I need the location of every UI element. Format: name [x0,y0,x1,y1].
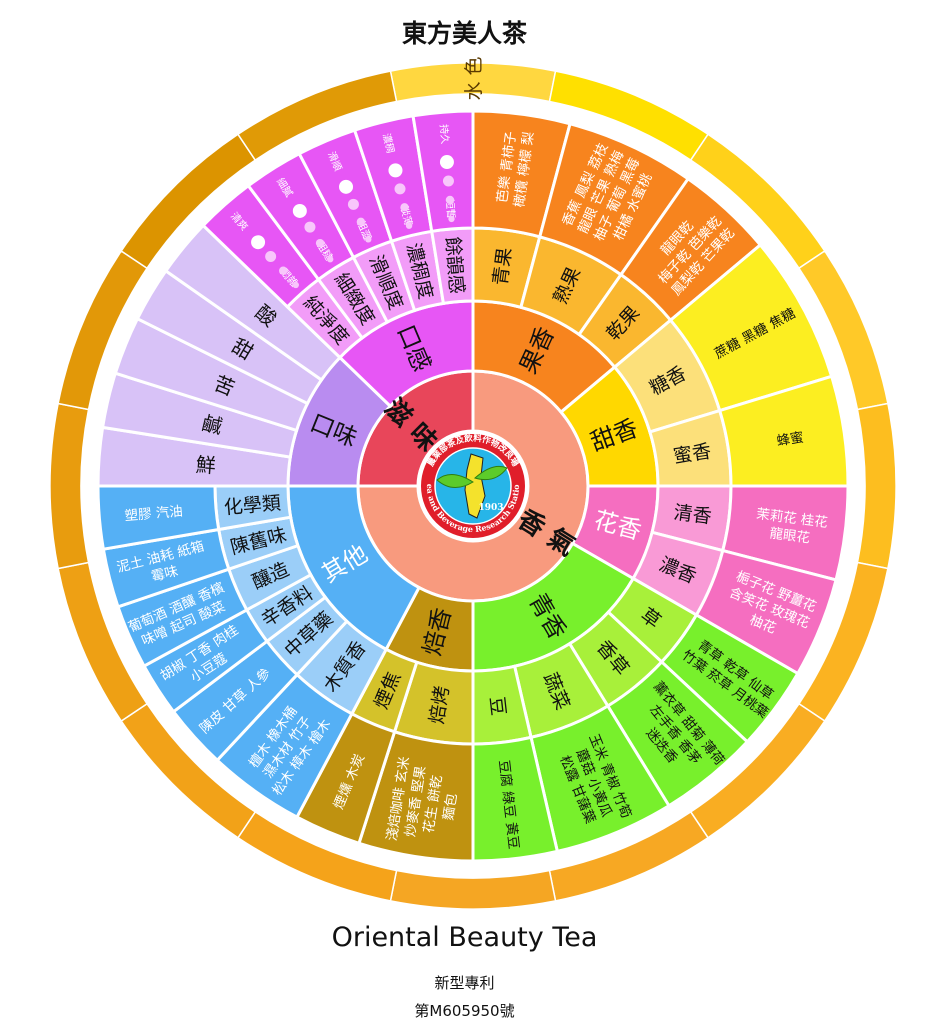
intensity-dot [394,183,406,195]
water-color-label: 水 色 [463,56,485,100]
descriptor-text: 蜂蜜 [776,430,805,450]
water-color-ring-segment [236,70,398,162]
intensity-dot [347,198,359,210]
water-color-ring-segment [49,402,90,570]
intensity-dot [365,236,372,243]
intensity-dot [326,256,334,263]
intensity-dot [442,175,454,187]
taste-label: 鮮 [195,452,217,477]
intensity-dot [315,238,325,248]
english-title: Oriental Beauty Tea [331,922,598,953]
intensity-dot [448,215,455,223]
intensity-dot [279,266,288,275]
intensity-dot [356,217,366,227]
intensity-dot [251,235,266,250]
intensity-dot [292,203,307,218]
tea-leaf-icon [436,474,474,488]
intensity-dot [405,222,413,229]
water-color-ring-segment [389,869,557,910]
scale-high-label: 持久 [437,124,452,145]
descriptors-化學類 [96,484,221,551]
subgroup-label: 餘韻感 [441,236,468,295]
descriptor-text: 塑膠 汽油 [124,504,183,525]
patent-number: 第M605950號 [414,1002,515,1020]
page-title: 東方美人茶 [401,19,527,48]
intensity-dot [388,163,403,178]
water-color-ring-segment [856,402,897,570]
taiwan-map-icon [464,453,486,519]
subgroup-label: 清香 [672,501,712,528]
intensity-dot [445,195,455,205]
intensity-dot [265,250,277,262]
patent-label: 新型專利 [434,974,495,992]
intensity-dot [339,179,354,194]
intensity-dot [439,155,454,170]
logo-year: 1903 [478,503,503,513]
intensity-dot [400,203,409,212]
subgroup-label: 青果 [489,246,516,287]
intensity-dot [304,221,316,233]
scale-low-label: 短暫 [443,198,458,219]
intensity-dot [292,281,299,289]
tea-leaf-icon [473,465,508,481]
subgroup-label: 豆 [485,695,509,716]
subgroup-label: 化學類 [223,492,282,519]
